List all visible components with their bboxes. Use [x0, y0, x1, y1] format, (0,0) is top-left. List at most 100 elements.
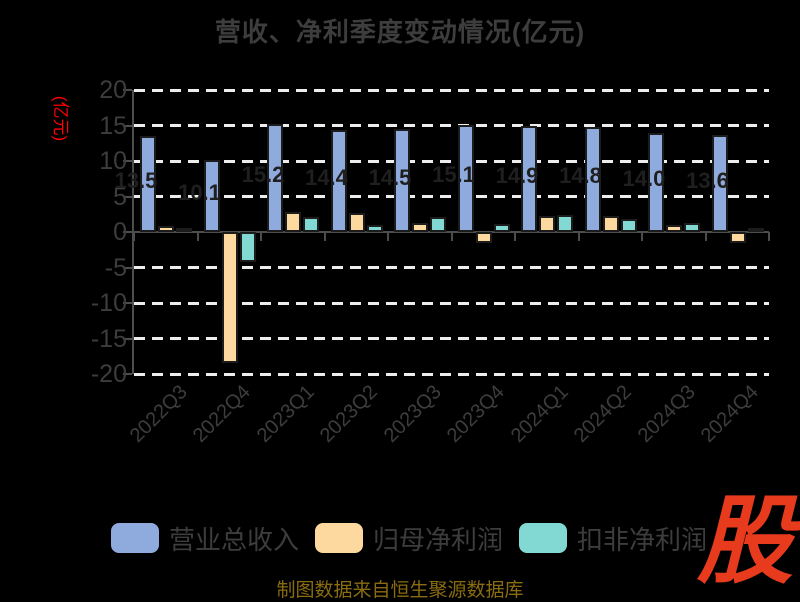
y-tick--5 — [123, 266, 132, 269]
y-tick-20 — [123, 89, 132, 91]
x-tick-3 — [323, 232, 326, 241]
x-tick-5 — [450, 232, 453, 241]
bar-扣非净利润-2022Q4 — [239, 232, 256, 262]
logo-gu: 股 — [697, 488, 793, 595]
bar-归母净利润-2023Q2 — [348, 212, 365, 232]
y-tick-label-10: 10 — [99, 147, 127, 175]
gridline-y--15 — [134, 337, 769, 340]
legend-item-归母净利润: 归母净利润 — [315, 522, 504, 555]
y-tick-5 — [123, 195, 132, 198]
x-category-label-2023Q3: 2023Q3 — [379, 381, 446, 447]
bar-扣非净利润-2023Q4 — [493, 224, 510, 232]
bar-扣非净利润-2024Q3 — [684, 223, 700, 232]
bar-营业总收入-2023Q3 — [394, 129, 410, 232]
legend-item-扣非净利润: 扣非净利润 — [519, 522, 708, 555]
gridline-y--10 — [134, 301, 769, 305]
x-tick-2 — [260, 232, 262, 241]
gridline-y-5 — [134, 195, 769, 198]
legend-label: 归母净利润 — [373, 524, 504, 555]
legend-label: 扣非净利润 — [577, 524, 708, 555]
bar-营业总收入-2023Q2 — [330, 129, 347, 232]
source-caption: 制图数据来自恒生聚源数据库 — [276, 580, 524, 601]
x-category-label-2024Q4: 2024Q4 — [696, 381, 763, 447]
bar-营业总收入-2024Q2 — [584, 126, 601, 232]
x-category-label-2023Q2: 2023Q2 — [315, 381, 382, 447]
y-tick--10 — [123, 302, 132, 304]
gridline-y--5 — [134, 266, 769, 269]
legend-swatch — [315, 523, 364, 553]
x-tick-9 — [704, 232, 707, 241]
bar-营业总收入-2023Q4 — [457, 124, 474, 232]
bar-营业总收入-2024Q3 — [648, 132, 664, 232]
bar-value-label-2022Q4: 10.1 — [178, 180, 221, 206]
bar-扣非净利润-2024Q4 — [747, 228, 764, 233]
y-tick-label--5: -5 — [104, 253, 127, 282]
bar-归母净利润-2022Q4 — [221, 232, 238, 363]
bar-扣非净利润-2023Q2 — [366, 224, 383, 232]
bar-营业总收入-2023Q1 — [267, 124, 283, 232]
x-category-label-2023Q4: 2023Q4 — [442, 381, 509, 447]
bar-扣非净利润-2023Q3 — [430, 217, 446, 232]
legend-swatch — [519, 523, 568, 553]
bar-value-label-2022Q3: 13.5 — [114, 168, 158, 194]
bar-扣非净利润-2023Q1 — [303, 217, 319, 232]
x-tick-1 — [196, 232, 199, 241]
y-tick-label-5: 5 — [113, 182, 127, 211]
bar-营业总收入-2024Q1 — [521, 126, 537, 232]
x-category-label-2022Q3: 2022Q3 — [125, 381, 192, 447]
bar-value-label-2024Q2: 14.8 — [559, 163, 602, 189]
bar-value-label-2023Q2: 14.4 — [305, 164, 348, 190]
bar-value-label-2023Q3: 14.5 — [368, 164, 412, 190]
x-tick-6 — [514, 232, 516, 241]
legend-swatch — [111, 523, 159, 553]
bar-扣非净利润-2024Q1 — [557, 214, 573, 232]
x-category-label-2023Q1: 2023Q1 — [252, 381, 319, 447]
y-tick-0 — [123, 231, 132, 233]
x-tick-10 — [768, 232, 770, 241]
x-tick-4 — [387, 232, 389, 241]
x-tick-0 — [133, 232, 135, 241]
bar-value-label-2024Q3: 14.0 — [622, 166, 666, 192]
gridline-y-15 — [134, 124, 769, 127]
legend-item-营业总收入: 营业总收入 — [111, 522, 300, 555]
bar-归母净利润-2023Q3 — [412, 222, 428, 232]
legend: 营业总收入 归母净利润 扣非净利润 — [111, 522, 708, 555]
bar-value-label-2023Q4: 15.1 — [432, 162, 475, 188]
bar-value-label-2024Q1: 14.9 — [495, 163, 539, 189]
bar-归母净利润-2023Q1 — [285, 212, 301, 232]
bar-归母净利润-2024Q4 — [729, 232, 746, 243]
gridline-y-20 — [134, 88, 769, 92]
legend-label: 营业总收入 — [169, 524, 300, 555]
chart-title: 营收、净利季度变动情况(亿元) — [214, 17, 586, 47]
x-category-label-2022Q4: 2022Q4 — [188, 381, 255, 447]
x-category-label-2024Q2: 2024Q2 — [569, 381, 636, 447]
bar-营业总收入-2024Q4 — [711, 135, 728, 232]
bar-value-label-2023Q1: 15.2 — [241, 162, 285, 188]
bar-归母净利润-2024Q3 — [666, 224, 682, 232]
gridline-y-10 — [134, 159, 769, 163]
y-tick-10 — [123, 160, 132, 162]
bar-归母净利润-2024Q2 — [602, 215, 619, 232]
bar-扣非净利润-2024Q2 — [620, 219, 637, 232]
y-tick--20 — [123, 373, 132, 375]
y-tick-label-0: 0 — [113, 218, 127, 246]
x-tick-7 — [577, 232, 580, 241]
bar-归母净利润-2023Q4 — [475, 232, 492, 243]
bar-营业总收入-2022Q3 — [140, 136, 156, 232]
x-category-label-2024Q3: 2024Q3 — [633, 381, 700, 447]
y-tick-label--20: -20 — [90, 360, 127, 388]
y-tick-label-20: 20 — [99, 76, 127, 104]
bar-value-label-2024Q4: 13.6 — [686, 167, 729, 193]
bar-营业总收入-2022Q4 — [203, 160, 220, 232]
y-tick--15 — [123, 337, 132, 340]
y-tick-label--15: -15 — [90, 324, 127, 353]
x-category-label-2024Q1: 2024Q1 — [506, 381, 573, 447]
x-tick-8 — [641, 232, 643, 241]
bar-归母净利润-2024Q1 — [539, 215, 555, 232]
bar-扣非净利润-2022Q3 — [176, 227, 192, 232]
y-tick-label-15: 15 — [99, 111, 127, 140]
bar-归母净利润-2022Q3 — [158, 225, 174, 232]
y-tick-15 — [123, 124, 132, 127]
